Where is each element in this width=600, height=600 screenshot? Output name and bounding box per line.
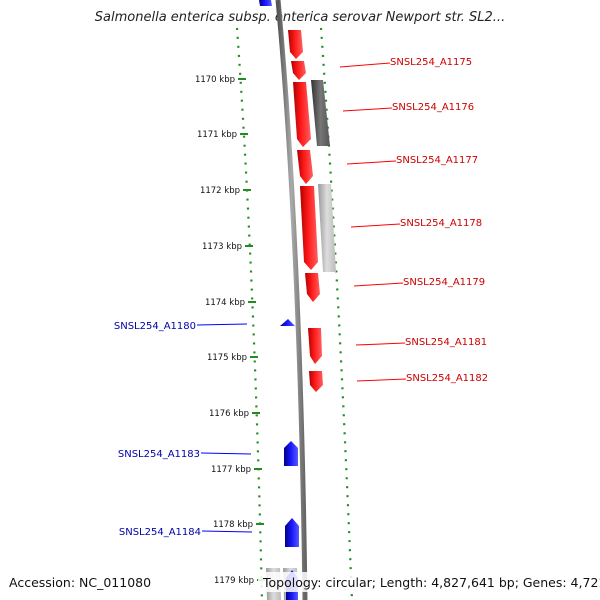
reverse-genes — [280, 319, 299, 600]
forward-genes — [288, 30, 323, 392]
gene-label: SNSL254_A1181 — [405, 337, 487, 348]
gene-label: SNSL254_A1177 — [396, 155, 478, 166]
gene-leader-line — [350, 223, 401, 228]
footer-info: Topology: circular; Length: 4,827,641 bp… — [262, 575, 600, 590]
footer-info-bg — [258, 572, 598, 592]
gene-arrow-a1174 — [288, 30, 303, 59]
gene-leader-line — [346, 160, 397, 165]
gene-leader-line — [196, 323, 248, 326]
gene-label: SNSL254_A1176 — [392, 102, 474, 113]
gene-arrow-a1176 — [293, 82, 311, 147]
footer-accession-bg — [4, 572, 154, 592]
tick-label: 1179 kbp — [214, 576, 254, 586]
kbp-ticks: 1170 kbp 1171 kbp 1172 kbp 1173 kbp 1174 kbp… — [195, 75, 265, 586]
gene-leader-line — [339, 62, 391, 68]
gene-label: SNSL254_A1182 — [406, 373, 488, 384]
footer-accession: Accession: NC_011080 — [9, 575, 151, 590]
tick-label: 1178 kbp — [213, 520, 253, 530]
tick-label: 1172 kbp — [200, 186, 240, 196]
gene-label: SNSL254_A1179 — [403, 277, 485, 288]
outer-dotted-guide-right — [319, 27, 354, 600]
tick-label: 1175 kbp — [207, 353, 247, 363]
tick-label: 1173 kbp — [202, 242, 242, 252]
gene-leader-line — [355, 342, 406, 346]
tick-label: 1177 kbp — [211, 465, 251, 475]
gene-leader-line — [342, 107, 393, 112]
gene-arrow-a1175 — [291, 61, 306, 80]
gene-labels: SNSL254_A1175 SNSL254_A1176 SNSL254_A1177 S… — [114, 57, 488, 538]
gene-leader-line — [356, 378, 407, 382]
gene-arrow-a1182 — [309, 371, 323, 392]
tick-label: 1170 kbp — [195, 75, 235, 85]
gene-arrow-a1180 — [280, 319, 295, 326]
gene-label: SNSL254_A1178 — [400, 218, 482, 229]
gene-label: SNSL254_A1180 — [114, 321, 196, 332]
gene-label: SNSL254_A1184 — [119, 527, 201, 538]
feature-gray-light — [318, 184, 336, 272]
gene-arrow-a1177 — [297, 150, 313, 184]
gene-arrow-a1183 — [284, 441, 298, 466]
gene-arrow-a1184 — [285, 518, 299, 547]
feature-gray-dark — [311, 80, 330, 146]
map-title: Salmonella enterica subsp. enterica sero… — [95, 10, 505, 25]
tick-label: 1174 kbp — [205, 298, 245, 308]
tick-label: 1171 kbp — [197, 130, 237, 140]
outer-dotted-guide-left — [235, 27, 264, 600]
tick-label: 1176 kbp — [209, 409, 249, 419]
tick-guide-lines — [235, 27, 354, 600]
gene-arrow-a1181 — [308, 328, 322, 364]
gene-leader-line — [200, 452, 252, 455]
gene-leader-line — [353, 282, 404, 287]
gene-label: SNSL254_A1175 — [390, 57, 472, 68]
feature-blue-top — [259, 0, 272, 6]
gene-leader-line — [201, 530, 253, 533]
gene-arrow-a1178 — [300, 186, 318, 270]
gene-label: SNSL254_A1183 — [118, 449, 200, 460]
genome-backbone — [275, 0, 308, 600]
gene-arrow-a1179 — [305, 273, 320, 302]
